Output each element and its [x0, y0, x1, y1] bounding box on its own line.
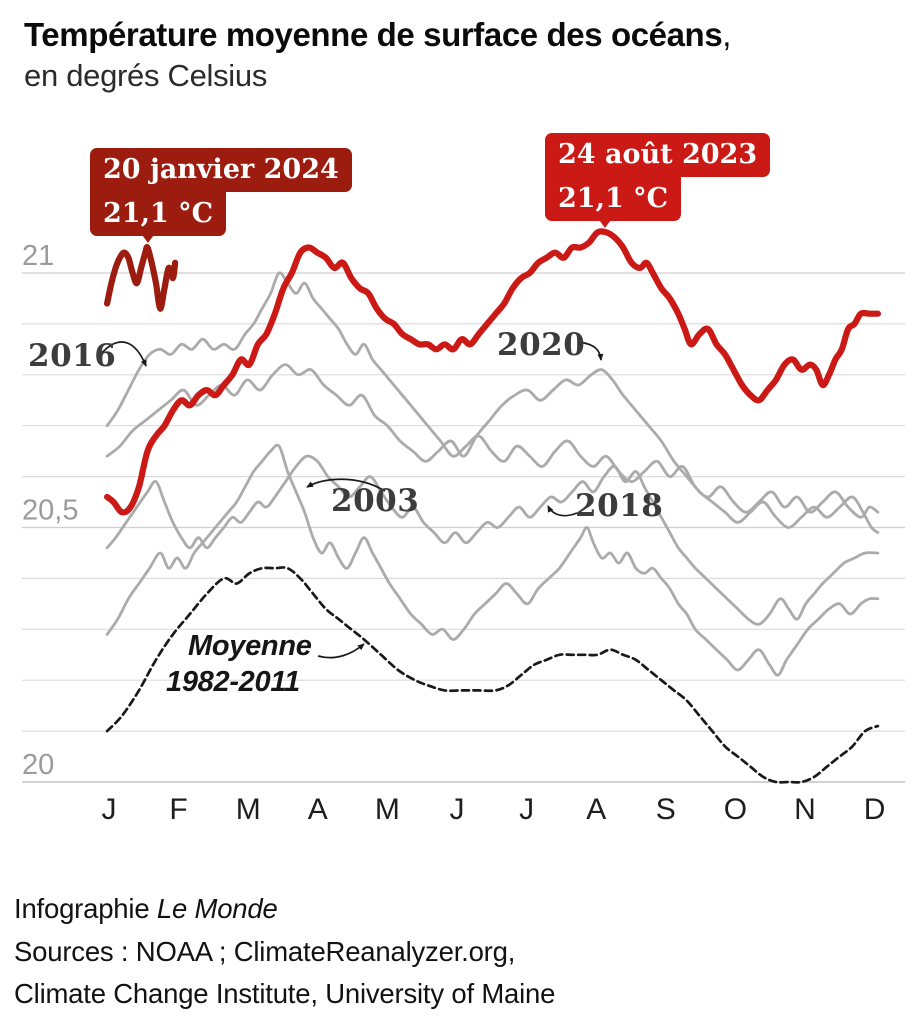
- y-tick-label: 21: [22, 240, 54, 272]
- footer-credit: Infographie Le Monde: [14, 893, 278, 924]
- line-2018: [105, 454, 880, 626]
- y-axis-labels: 21 20,5 20: [22, 240, 78, 781]
- x-tick-label: F: [169, 793, 187, 826]
- callout-aug-2023-pointer: [594, 213, 616, 228]
- footer-credit-brand: Le Monde: [156, 893, 278, 924]
- x-tick-label: M: [375, 793, 400, 826]
- chart-title-bold: Température moyenne de surface des océan…: [24, 16, 723, 53]
- x-tick-label: M: [236, 793, 261, 826]
- arrow-moyenne: [317, 643, 365, 659]
- x-tick-label: O: [724, 793, 747, 826]
- line-2016: [105, 271, 880, 519]
- gridlines: [22, 272, 905, 783]
- line-moyenne_1982_2011: [105, 566, 880, 784]
- x-tick-label: A: [308, 793, 328, 826]
- y-tick-label: 20: [22, 749, 54, 781]
- chart-title-comma: ,: [722, 16, 732, 53]
- mean-label-line2: 1982-2011: [166, 666, 300, 699]
- callout-aug-2023-value: 21,1 °C: [545, 177, 682, 221]
- y-tick-label: 20,5: [22, 495, 78, 527]
- x-tick-label: J: [519, 793, 534, 826]
- mean-label-line1: Moyenne: [188, 630, 312, 662]
- arrow-2003: [306, 478, 386, 492]
- series-label-2016: 2016: [28, 338, 117, 374]
- arrow-2020: [577, 341, 604, 361]
- chart-subtitle: en degrés Celsius: [24, 58, 268, 93]
- line-2003: [105, 443, 880, 677]
- arrow-2018: [547, 505, 578, 517]
- chart-title: Température moyenne de surface des océan…: [24, 14, 731, 56]
- x-tick-label: N: [794, 793, 816, 826]
- footer: Infographie Le Monde Sources : NOAA ; Cl…: [14, 888, 555, 1016]
- x-tick-label: J: [102, 793, 117, 826]
- x-tick-label: D: [864, 793, 886, 826]
- callout-jan-2024: 20 janvier 2024 21,1 °C: [90, 148, 352, 243]
- series-label-2018: 2018: [575, 488, 664, 524]
- callout-jan-2024-date: 20 janvier 2024: [90, 148, 352, 192]
- series-label-mean: Moyenne 1982-2011: [166, 628, 312, 701]
- line-2024: [104, 244, 179, 312]
- callout-aug-2023: 24 août 2023 21,1 °C: [545, 133, 771, 228]
- series-label-2020: 2020: [497, 327, 586, 363]
- x-tick-label: S: [656, 793, 676, 826]
- footer-sources-line2: Climate Change Institute, University of …: [14, 978, 556, 1010]
- x-tick-label: A: [586, 793, 606, 826]
- arrow-2016: [99, 341, 147, 367]
- callout-jan-2024-pointer: [137, 228, 159, 243]
- footer-sources-line1: Sources : NOAA ; ClimateReanalyzer.org,: [14, 935, 516, 967]
- callout-aug-2023-date: 24 août 2023: [545, 133, 771, 177]
- x-tick-label: J: [450, 793, 465, 826]
- series-label-2003: 2003: [331, 483, 420, 519]
- line-2023: [104, 228, 881, 516]
